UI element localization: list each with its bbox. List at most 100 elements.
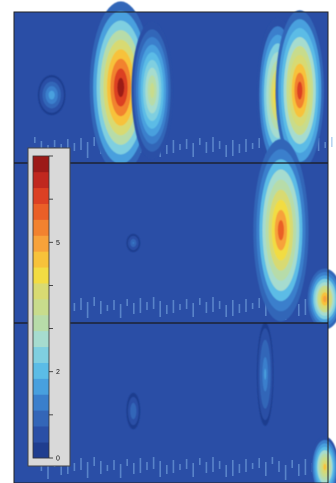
noise-stripe [212, 137, 214, 152]
noise-stripe [298, 304, 300, 316]
noise-stripe [139, 458, 142, 473]
noise-stripe [278, 461, 280, 472]
noise-stripe [100, 301, 102, 314]
noise-stripe [218, 301, 221, 309]
colorbar-segment [33, 203, 49, 220]
noise-stripe [172, 460, 175, 473]
noise-stripe [152, 297, 155, 309]
noise-stripe [199, 458, 201, 465]
heatmap-blob [37, 74, 66, 116]
colorbar-segment [33, 362, 49, 379]
colorbar-tick-label: 2 [56, 369, 60, 376]
noise-stripe [212, 457, 214, 472]
noise-stripe [40, 141, 43, 151]
noise-stripe [86, 142, 89, 158]
noise-stripe [291, 460, 293, 468]
noise-stripe [159, 461, 161, 477]
noise-stripe [152, 457, 155, 469]
noise-stripe [60, 464, 62, 475]
noise-stripe [218, 141, 221, 149]
noise-stripe [225, 305, 227, 317]
noise-stripe [185, 139, 188, 149]
contour-level [264, 368, 267, 380]
noise-stripe [258, 298, 260, 308]
heatmap-panels [13, 1, 336, 483]
noise-stripe [172, 300, 175, 313]
noise-stripe [139, 298, 142, 313]
noise-stripe [265, 302, 267, 316]
colorbar-tick-label: 5 [56, 240, 60, 247]
colorbar-segment [33, 330, 49, 348]
noise-stripe [53, 140, 56, 147]
noise-stripe [93, 297, 95, 306]
noise-stripe [106, 305, 109, 311]
heatmap-blob [253, 139, 309, 322]
noise-stripe [238, 144, 241, 153]
noise-stripe [80, 138, 82, 150]
noise-stripe [251, 463, 254, 469]
contour-level [322, 295, 327, 303]
colorbar-segment [33, 251, 49, 268]
contour-level [297, 81, 303, 100]
noise-stripe [86, 302, 89, 318]
noise-stripe [159, 301, 161, 317]
noise-stripe [205, 142, 208, 153]
noise-stripe [106, 465, 109, 471]
contour-level [323, 463, 327, 471]
noise-stripe [34, 137, 36, 143]
heatmap-blob [126, 233, 141, 253]
colorbar-segment [33, 187, 49, 204]
noise-stripe [192, 463, 194, 477]
noise-stripe [218, 461, 221, 469]
noise-stripe [146, 302, 148, 310]
colorbar-segment [33, 219, 49, 236]
noise-stripe [271, 457, 274, 464]
noise-stripe [86, 462, 89, 478]
noise-stripe [324, 142, 326, 148]
noise-stripe [225, 465, 227, 477]
noise-stripe [245, 139, 247, 152]
noise-stripe [304, 299, 307, 315]
noise-stripe [251, 143, 254, 149]
noise-stripe [199, 298, 201, 305]
noise-stripe [245, 299, 247, 312]
noise-stripe [166, 465, 168, 474]
noise-stripe [192, 303, 194, 317]
noise-stripe [298, 464, 300, 476]
colorbar [27, 147, 71, 467]
noise-stripe [258, 458, 260, 468]
noise-stripe [100, 461, 102, 474]
noise-stripe [284, 465, 287, 480]
colorbar-segment [33, 235, 49, 252]
noise-stripe [258, 138, 260, 148]
noise-stripe [205, 462, 208, 473]
heatmap-blob [275, 10, 324, 171]
colorbar-segment [33, 426, 49, 443]
colorbar-segment [33, 394, 49, 411]
noise-stripe [304, 459, 307, 475]
noise-stripe [133, 303, 135, 314]
noise-stripe [166, 145, 168, 154]
noise-stripe [146, 462, 148, 470]
noise-stripe [67, 139, 69, 154]
colorbar-segment [33, 442, 49, 459]
noise-stripe [265, 462, 267, 476]
noise-stripe [133, 463, 135, 474]
colorbar-segment [33, 283, 49, 300]
noise-stripe [232, 300, 234, 316]
noise-stripe [238, 304, 241, 313]
heatmap-blob [311, 436, 336, 483]
contour-level [149, 82, 155, 99]
noise-stripe [179, 304, 181, 310]
noise-stripe [331, 137, 333, 147]
noise-stripe [73, 303, 76, 311]
noise-stripe [113, 460, 115, 470]
noise-stripe [113, 300, 115, 310]
colorbar-segment [33, 171, 49, 189]
plot-frame [13, 11, 329, 483]
noise-stripe [47, 465, 49, 479]
contour-level [132, 241, 135, 245]
noise-stripe [238, 464, 241, 473]
noise-stripe [251, 303, 254, 309]
